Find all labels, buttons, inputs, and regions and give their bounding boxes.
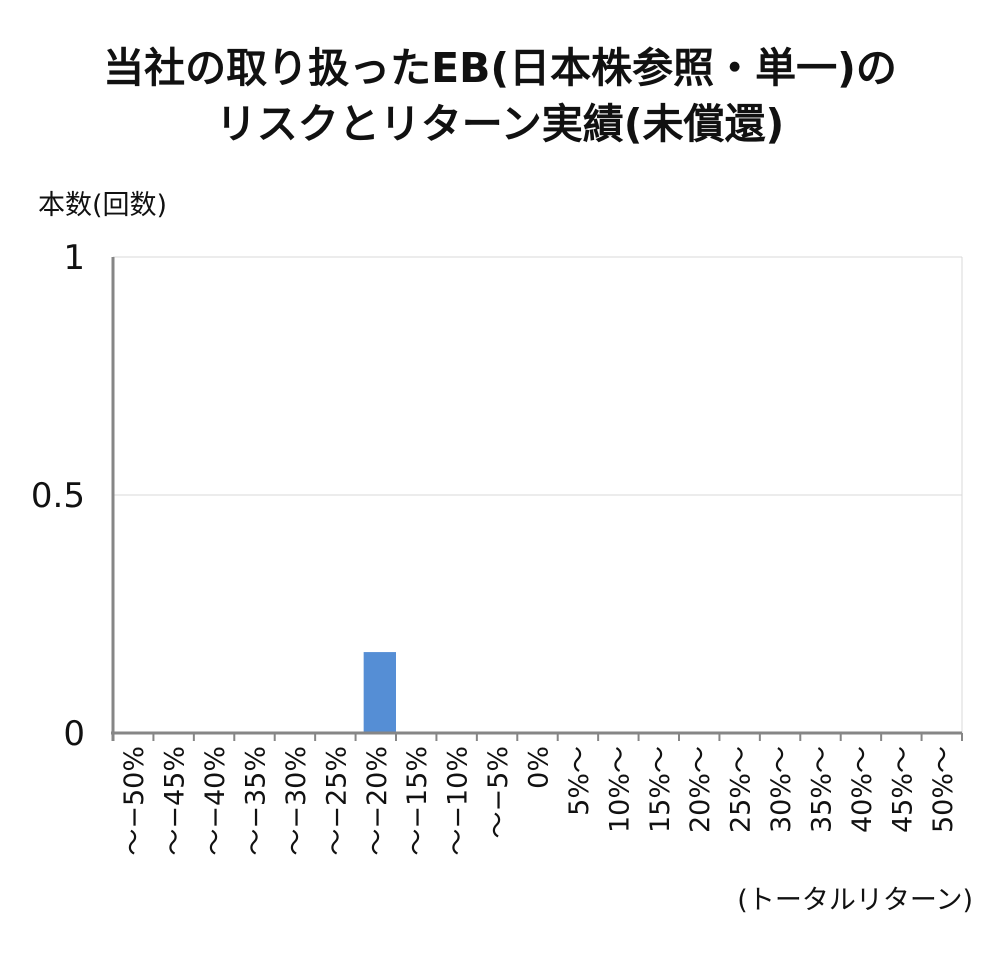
x-tick-label: 40%〜 <box>847 746 878 833</box>
x-tick-label: 10%〜 <box>604 746 635 833</box>
x-tick-label: 〜−45% <box>160 746 191 856</box>
y-tick-label: 0.5 <box>31 476 85 516</box>
x-tick-label: 〜−40% <box>200 746 231 856</box>
x-tick-label: 〜−35% <box>241 746 272 856</box>
x-tick-label: 25%〜 <box>726 746 757 833</box>
x-tick-label: 5%〜 <box>564 746 595 816</box>
x-tick-label: 30%〜 <box>766 746 797 833</box>
x-tick-label: 〜−5% <box>483 746 514 838</box>
x-tick-label: 0% <box>524 746 555 789</box>
x-tick-label: 35%〜 <box>807 746 838 833</box>
x-tick-label: 15%〜 <box>645 746 676 833</box>
x-tick-label: 〜−30% <box>281 746 312 856</box>
x-tick-label: 〜−25% <box>321 746 352 856</box>
y-tick-label: 0 <box>63 714 85 754</box>
x-tick-label: 〜−10% <box>443 746 474 856</box>
y-axis-label: 本数(回数) <box>38 190 168 221</box>
x-tick-label: 45%〜 <box>887 746 918 833</box>
y-tick-label: 1 <box>63 238 85 278</box>
x-tick-label: 〜−20% <box>362 746 393 856</box>
x-tick-label: 〜−50% <box>119 746 150 856</box>
chart-title-line-1: 当社の取り扱ったEB(日本株参照・単一)の <box>103 44 897 92</box>
x-axis-label: (トータルリターン) <box>737 885 973 916</box>
chart-title: 当社の取り扱ったEB(日本株参照・単一)の リスクとリターン実績(未償還) <box>0 40 1000 152</box>
x-tick-label: 20%〜 <box>685 746 716 833</box>
x-tick-label: 〜−15% <box>402 746 433 856</box>
x-tick-label: 50%〜 <box>928 746 959 833</box>
chart-title-line-2: リスクとリターン実績(未償還) <box>215 100 785 148</box>
bar <box>363 652 396 733</box>
